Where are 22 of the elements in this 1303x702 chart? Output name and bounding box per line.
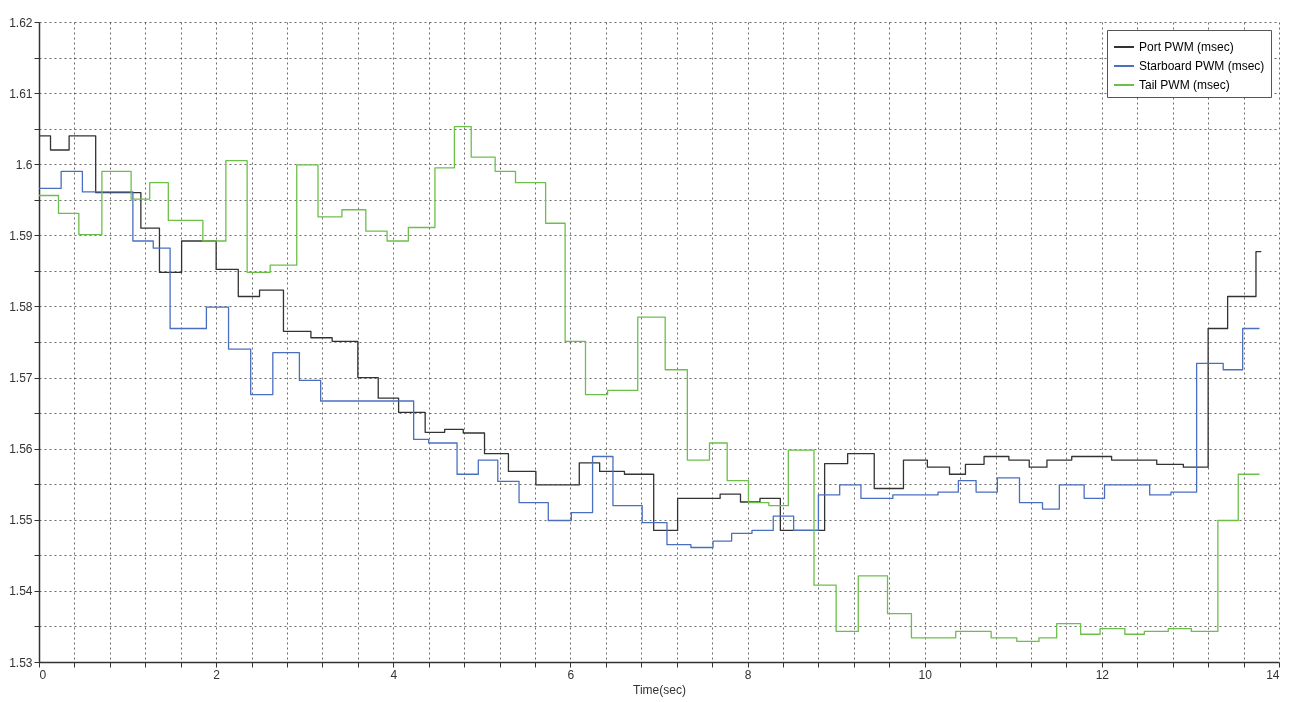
legend-label: Port PWM (msec)	[1139, 40, 1234, 54]
y-tick-label: 1.6	[15, 157, 33, 172]
y-tick-label: 1.56	[9, 442, 33, 457]
y-tick-label: 1.61	[9, 86, 33, 101]
y-tick-label: 1.55	[9, 513, 33, 528]
legend-label: Tail PWM (msec)	[1139, 78, 1230, 92]
y-tick-label: 1.53	[9, 655, 33, 670]
x-tick-label: 0	[39, 667, 47, 682]
y-tick-label: 1.57	[9, 371, 33, 386]
y-tick-label: 1.58	[9, 299, 33, 314]
y-tick-label: 1.62	[9, 15, 33, 30]
x-tick-label: 6	[567, 667, 575, 682]
y-tick-label: 1.54	[9, 584, 33, 599]
x-tick-label: 2	[213, 667, 221, 682]
x-tick-label: 8	[744, 667, 752, 682]
legend-label: Starboard PWM (msec)	[1139, 59, 1265, 73]
x-axis-title: Time(sec)	[633, 682, 686, 697]
y-tick-label: 1.59	[9, 228, 33, 243]
x-tick-label: 12	[1095, 667, 1110, 682]
x-tick-label: 14	[1266, 667, 1280, 682]
x-tick-label: 4	[390, 667, 398, 682]
x-tick-label: 10	[918, 667, 933, 682]
